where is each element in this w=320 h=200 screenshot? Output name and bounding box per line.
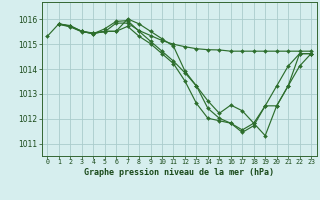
X-axis label: Graphe pression niveau de la mer (hPa): Graphe pression niveau de la mer (hPa): [84, 168, 274, 177]
